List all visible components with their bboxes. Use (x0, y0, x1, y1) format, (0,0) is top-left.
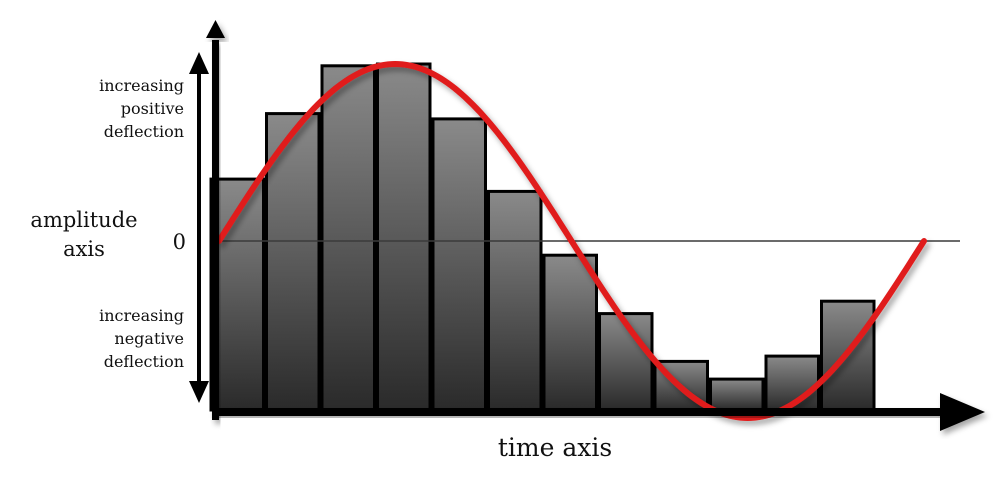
positive-label-line-3: deflection (104, 122, 184, 141)
sine-wave-curve (216, 60, 927, 422)
sample-bars (209, 62, 876, 412)
arrow-down-icon (189, 381, 209, 403)
sample-bar (709, 377, 765, 412)
sample-bar (320, 64, 376, 412)
negative-label-line-3: deflection (104, 352, 184, 371)
sample-bar (542, 253, 598, 412)
amplitude-label-line-2: axis (63, 237, 105, 261)
negative-deflection-label: increasing negative deflection (99, 306, 184, 371)
amplitude-axis-line (212, 40, 219, 420)
time-axis-line (212, 408, 952, 416)
positive-deflection-label: increasing positive deflection (99, 76, 184, 141)
time-axis-arrow-icon (940, 393, 985, 431)
negative-label-line-1: increasing (99, 306, 184, 325)
zero-label: 0 (173, 230, 186, 254)
amplitude-axis-label: amplitude axis (30, 208, 137, 261)
amplitude-label-line-1: amplitude (30, 208, 137, 232)
amplitude-axis-arrow-icon (206, 20, 225, 38)
sample-bar (376, 62, 432, 412)
arrow-up-icon (189, 52, 209, 74)
time-axis-label: time axis (498, 433, 612, 462)
sample-bar (431, 117, 487, 412)
positive-label-line-2: positive (121, 99, 184, 118)
negative-label-line-2: negative (114, 329, 184, 348)
positive-label-line-1: increasing (99, 76, 184, 95)
sample-bar (487, 189, 543, 412)
sample-bar (598, 312, 654, 412)
